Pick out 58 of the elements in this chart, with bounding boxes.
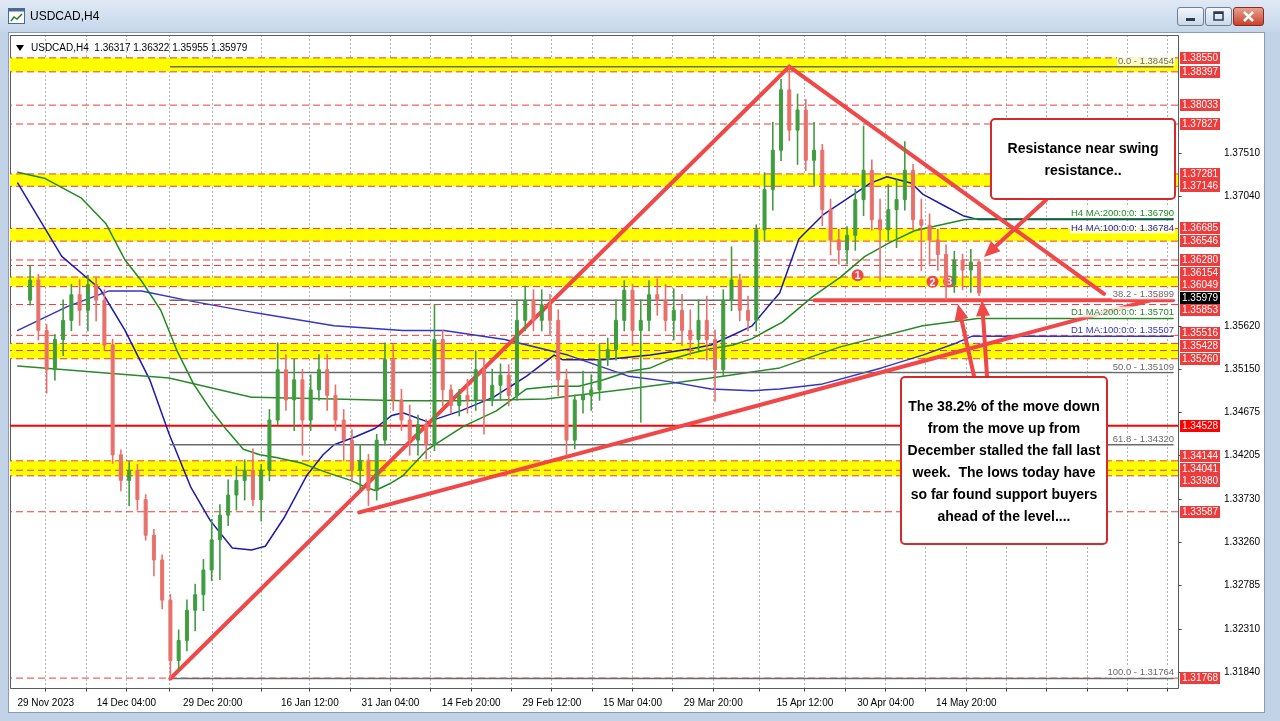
x-tick-label: 14 Feb 20:00 <box>441 696 502 708</box>
ref-line-label: 1.35516 <box>1180 327 1221 340</box>
series-label: D1 MA:100:0:0: 1.35507 <box>1071 324 1174 336</box>
y-tick-label: 1.35620 <box>1224 319 1261 332</box>
series-label: 38.2 - 1.35899 <box>1112 288 1174 300</box>
y-tick-label: 1.35150 <box>1224 362 1261 375</box>
ref-line-label: 1.37146 <box>1180 180 1221 193</box>
ref-line-label: 1.31768 <box>1180 672 1221 685</box>
y-tick-label: 1.32785 <box>1224 579 1261 592</box>
ref-line-label: 1.36280 <box>1180 254 1221 267</box>
x-tick-label: 15 Apr 12:00 <box>776 696 834 708</box>
ref-line-label: 1.37827 <box>1180 117 1221 130</box>
ref-line-label: 1.36049 <box>1180 279 1221 292</box>
ref-line-label: 1.37281 <box>1180 167 1221 180</box>
x-tick-label: 29 Nov 2023 <box>17 696 75 708</box>
ref-line-label: 1.38033 <box>1180 99 1221 112</box>
y-tick-label: 1.33730 <box>1224 492 1261 505</box>
ref-line-label: 1.36685 <box>1180 222 1221 235</box>
ref-line-label: 1.34041 <box>1180 462 1221 475</box>
ref-line-label: 1.35853 <box>1180 304 1221 317</box>
ref-line-label: 1.38397 <box>1180 65 1221 78</box>
x-tick-label: 29 Feb 12:00 <box>522 696 582 708</box>
ref-line-label: 1.35260 <box>1180 352 1221 365</box>
x-tick-label: 14 May 20:00 <box>935 696 998 708</box>
ref-line-label: 1.33587 <box>1180 505 1221 518</box>
ref-line-label: 1.36546 <box>1180 235 1221 248</box>
x-tick-label: 31 Jan 04:00 <box>361 696 420 708</box>
series-label: 50.0 - 1.35109 <box>1112 360 1174 372</box>
ref-line-label: 1.34528 <box>1180 419 1221 432</box>
ref-line-label: 1.35428 <box>1180 339 1221 352</box>
x-tick-label: 16 Jan 12:00 <box>280 696 340 708</box>
annotation: The 38.2% of the move down from the move up from December stalled the fall last week. The lows today have so far found support buyers ahead of the level.... <box>907 396 1101 526</box>
x-tick-label: 30 Apr 04:00 <box>857 696 915 708</box>
annotation: Resistance near swing resistance.. <box>1006 139 1160 180</box>
ref-line-label: 1.34144 <box>1180 450 1221 463</box>
y-tick-label: 1.31840 <box>1224 665 1261 678</box>
y-tick-label: 1.37040 <box>1224 189 1261 202</box>
text: 1.35979 <box>1180 291 1221 304</box>
text: USDCAD,H4 1.36317 1.36322 1.35955 1.35979 <box>31 42 248 54</box>
chart-title: USDCAD,H4 <box>30 9 100 23</box>
ref-line-label: 1.36154 <box>1180 266 1221 279</box>
series-label: 61.8 - 1.34320 <box>1112 432 1174 444</box>
series-label: D1 MA:200:0:0: 1.35701 <box>1071 306 1174 318</box>
series-label: H4 MA:200:0:0: 1.36790 <box>1071 206 1174 218</box>
y-tick-label: 1.34675 <box>1224 406 1261 419</box>
ref-line-label: 1.33980 <box>1180 475 1221 488</box>
series-label: 0.0 - 1.38454 <box>1118 54 1174 66</box>
y-tick-label: 1.33260 <box>1224 535 1261 548</box>
x-tick-label: 15 Mar 04:00 <box>603 696 663 708</box>
ref-line-label: 1.38550 <box>1180 51 1221 64</box>
x-tick-label: 29 Dec 20:00 <box>182 696 243 708</box>
x-tick-label: 29 Mar 20:00 <box>683 696 744 708</box>
x-tick-label: 14 Dec 04:00 <box>96 696 157 708</box>
series-label: H4 MA:100:0:0: 1.36784 <box>1071 222 1174 234</box>
y-tick-label: 1.34205 <box>1224 449 1261 462</box>
series-label: 100.0 - 1.31764 <box>1107 666 1174 678</box>
y-tick-label: 1.37510 <box>1224 146 1261 159</box>
y-tick-label: 1.32310 <box>1224 622 1261 635</box>
